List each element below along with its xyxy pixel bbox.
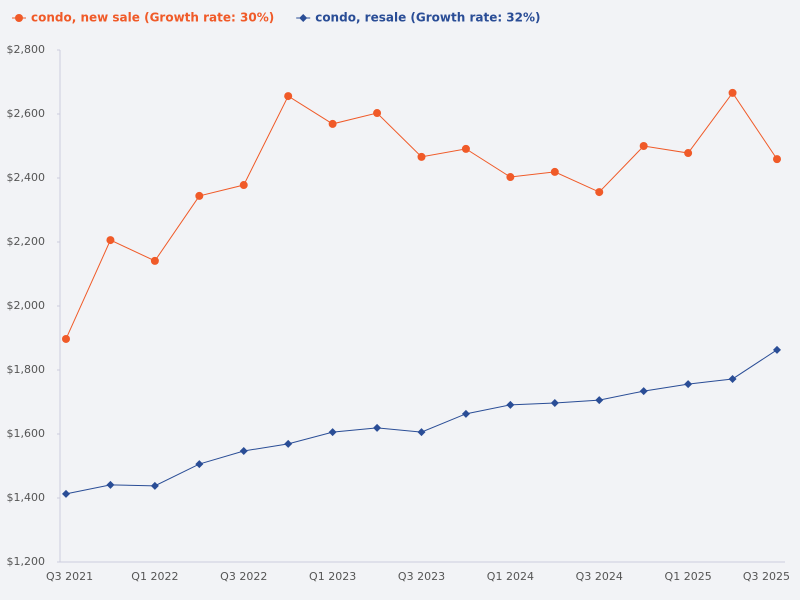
point — [684, 380, 693, 389]
point — [106, 236, 115, 245]
point — [150, 481, 159, 490]
y-tick-label: $2,400 — [7, 171, 46, 184]
y-tick-label: $2,200 — [7, 235, 46, 248]
point — [195, 460, 204, 469]
x-tick-label: Q3 2021 — [46, 570, 93, 583]
point — [284, 439, 293, 448]
point — [373, 423, 382, 432]
x-tick-label: Q3 2023 — [398, 570, 445, 583]
point — [417, 428, 426, 437]
x-tick-label: Q3 2024 — [576, 570, 623, 583]
point — [506, 400, 515, 409]
point — [239, 446, 248, 455]
point — [550, 398, 559, 407]
legend-label: condo, new sale (Growth rate: 30%) — [31, 11, 274, 25]
point — [728, 88, 737, 97]
line — [65, 349, 778, 495]
point — [461, 409, 470, 418]
legend-label: condo, resale (Growth rate: 32%) — [315, 11, 540, 25]
x-tick-label: Q1 2024 — [487, 570, 534, 583]
y-tick-label: $1,600 — [7, 427, 46, 440]
legend-marker — [299, 14, 308, 22]
legend-marker — [15, 14, 23, 22]
x-tick-label: Q1 2025 — [665, 570, 712, 583]
point — [373, 109, 382, 118]
point — [239, 181, 248, 190]
point — [461, 144, 470, 153]
y-tick-label: $2,800 — [7, 43, 46, 56]
point — [773, 155, 781, 164]
point — [684, 149, 693, 158]
x-tick-label: Q1 2023 — [309, 570, 356, 583]
y-tick-label: $1,200 — [7, 555, 46, 568]
y-tick-label: $1,400 — [7, 491, 46, 504]
point — [195, 191, 204, 200]
y-tick-label: $1,800 — [7, 363, 46, 376]
point — [284, 92, 293, 101]
point — [150, 256, 159, 265]
point — [506, 173, 515, 182]
point — [595, 188, 604, 197]
point — [773, 345, 781, 354]
point — [106, 480, 115, 489]
line — [65, 92, 778, 340]
x-tick-label: Q1 2022 — [131, 570, 178, 583]
x-tick-label: Q3 2025 — [743, 570, 790, 583]
point — [728, 374, 737, 383]
point — [328, 428, 337, 437]
point — [595, 396, 604, 405]
point — [62, 489, 70, 498]
point — [328, 119, 337, 128]
point — [62, 334, 70, 343]
point — [417, 152, 426, 161]
y-tick-label: $2,600 — [7, 107, 46, 120]
x-tick-label: Q3 2022 — [220, 570, 267, 583]
point — [550, 167, 559, 176]
y-tick-label: $2,000 — [7, 299, 46, 312]
point — [639, 387, 648, 396]
point — [639, 142, 648, 150]
